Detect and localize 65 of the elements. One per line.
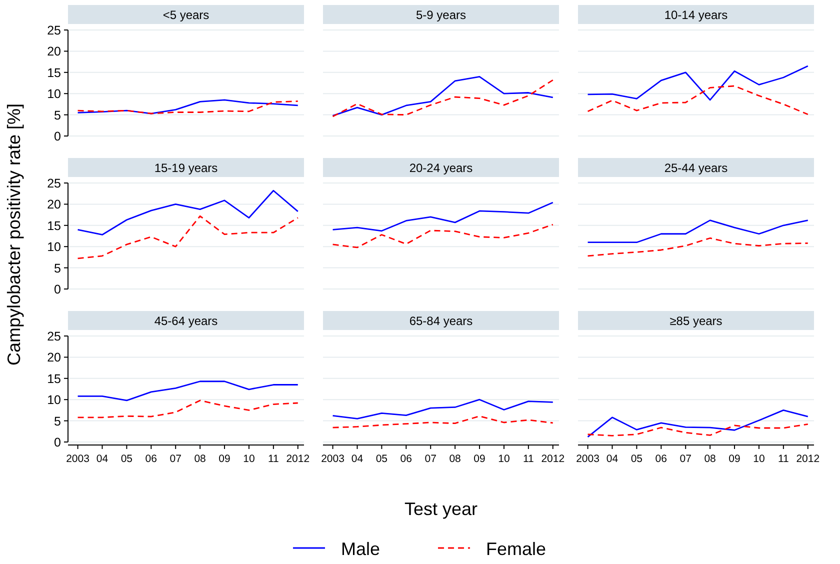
chart-title: ≥85 years (670, 314, 722, 328)
y-tick-label: 10 (47, 87, 62, 102)
x-tick-label: 11 (522, 453, 534, 465)
y-tick-label: 25 (47, 330, 62, 344)
line-series (77, 400, 299, 418)
x-tick-label: 2003 (576, 453, 600, 465)
y-tick-label: 25 (47, 176, 62, 190)
chart-title: 45-64 years (154, 314, 218, 328)
x-tick-label: 06 (400, 453, 412, 465)
y-tick-label: 5 (54, 414, 62, 428)
y-axis-title: Campylobacter positivity rate [%] (4, 103, 24, 366)
x-tick-label: 06 (655, 453, 668, 465)
y-tick-label: 20 (47, 44, 62, 59)
x-tick-label: 07 (170, 453, 182, 465)
y-tick-label: 15 (47, 218, 62, 233)
chart-title: 25-44 years (664, 161, 728, 175)
y-tick-label: 10 (47, 240, 62, 254)
x-tick-label: 04 (606, 453, 618, 465)
chart-title: <5 years (162, 8, 210, 22)
x-tick-label: 10 (753, 453, 765, 465)
x-tick-label: 08 (194, 453, 206, 465)
y-tick-label: 10 (47, 393, 62, 408)
y-tick-label: 15 (47, 372, 62, 386)
y-tick-label: 25 (47, 24, 62, 38)
x-tick-label: 2012 (541, 453, 565, 465)
y-tick-label: 20 (47, 350, 62, 365)
x-tick-label: 07 (680, 453, 692, 465)
y-tick-label: 0 (54, 130, 62, 144)
x-tick-label: 09 (218, 453, 231, 465)
y-tick-label: 5 (54, 261, 62, 276)
y-tick-label: 20 (47, 198, 62, 212)
line-series (77, 380, 299, 402)
legend-label: Female (486, 539, 546, 559)
chart-title: 5-9 years (416, 8, 466, 22)
x-tick-label: 2003 (66, 453, 90, 465)
legend-label: Male (341, 539, 380, 559)
x-tick-label: 08 (449, 453, 462, 465)
x-tick-label: 09 (474, 453, 486, 465)
x-tick-label: 2012 (286, 453, 310, 465)
x-tick-label: 05 (630, 453, 643, 465)
x-tick-label: 04 (96, 453, 108, 465)
chart-title: 10-14 years (664, 8, 728, 22)
y-tick-label: 15 (47, 66, 62, 80)
x-tick-label: 07 (424, 453, 437, 465)
x-tick-label: 05 (120, 453, 133, 465)
x-axis-title: Test year (404, 499, 478, 519)
x-tick-label: 10 (243, 453, 255, 465)
x-tick-label: 04 (351, 453, 364, 465)
x-tick-label: 09 (728, 453, 741, 465)
chart-title: 65-84 years (409, 314, 473, 328)
line-series (77, 190, 299, 236)
x-tick-label: 11 (268, 453, 280, 465)
x-tick-label: 11 (778, 453, 790, 465)
x-tick-label: 2003 (321, 453, 345, 465)
x-tick-label: 08 (704, 453, 716, 465)
y-tick-label: 0 (54, 282, 62, 296)
y-tick-label: 5 (54, 108, 62, 122)
x-tick-label: 06 (145, 453, 158, 465)
chart-title: 20-24 years (409, 161, 473, 175)
x-tick-label: 2012 (796, 453, 820, 465)
y-tick-label: 0 (54, 436, 62, 450)
x-tick-label: 05 (376, 453, 388, 465)
chart-title: 15-19 years (154, 161, 218, 175)
x-tick-label: 10 (498, 453, 510, 465)
line-series (77, 215, 299, 260)
